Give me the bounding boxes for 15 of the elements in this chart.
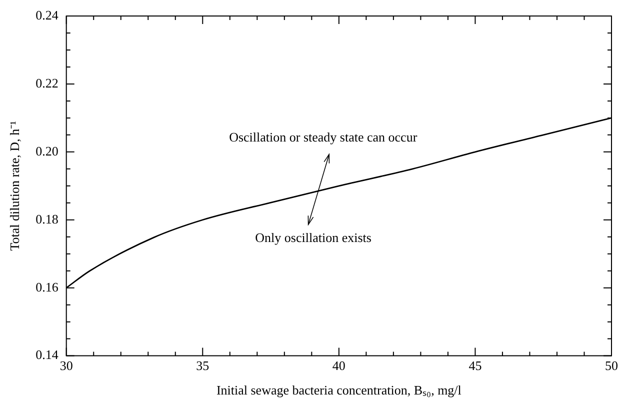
y-tick-label: 0.20 bbox=[36, 143, 58, 158]
y-tick-label: 0.16 bbox=[36, 279, 59, 294]
y-tick-label: 0.18 bbox=[36, 211, 58, 226]
annotation: Only oscillation exists bbox=[255, 230, 372, 245]
x-tick-label: 45 bbox=[468, 358, 482, 374]
annotation: Oscillation or steady state can occur bbox=[229, 130, 418, 145]
x-tick-label: 40 bbox=[332, 358, 346, 374]
x-tick-label: 35 bbox=[196, 358, 210, 374]
x-tick-label: 50 bbox=[605, 358, 618, 374]
y-axis-title: Total dilution rate, D, h⁻¹ bbox=[7, 120, 22, 251]
y-tick-label: 0.22 bbox=[36, 75, 58, 90]
y-tick-label: 0.24 bbox=[36, 7, 59, 22]
x-tick-label: 30 bbox=[60, 358, 73, 374]
y-tick-label: 0.14 bbox=[36, 347, 59, 362]
x-axis-title: Initial sewage bacteria concentration, Bₛ₀, mg/l bbox=[216, 382, 462, 398]
